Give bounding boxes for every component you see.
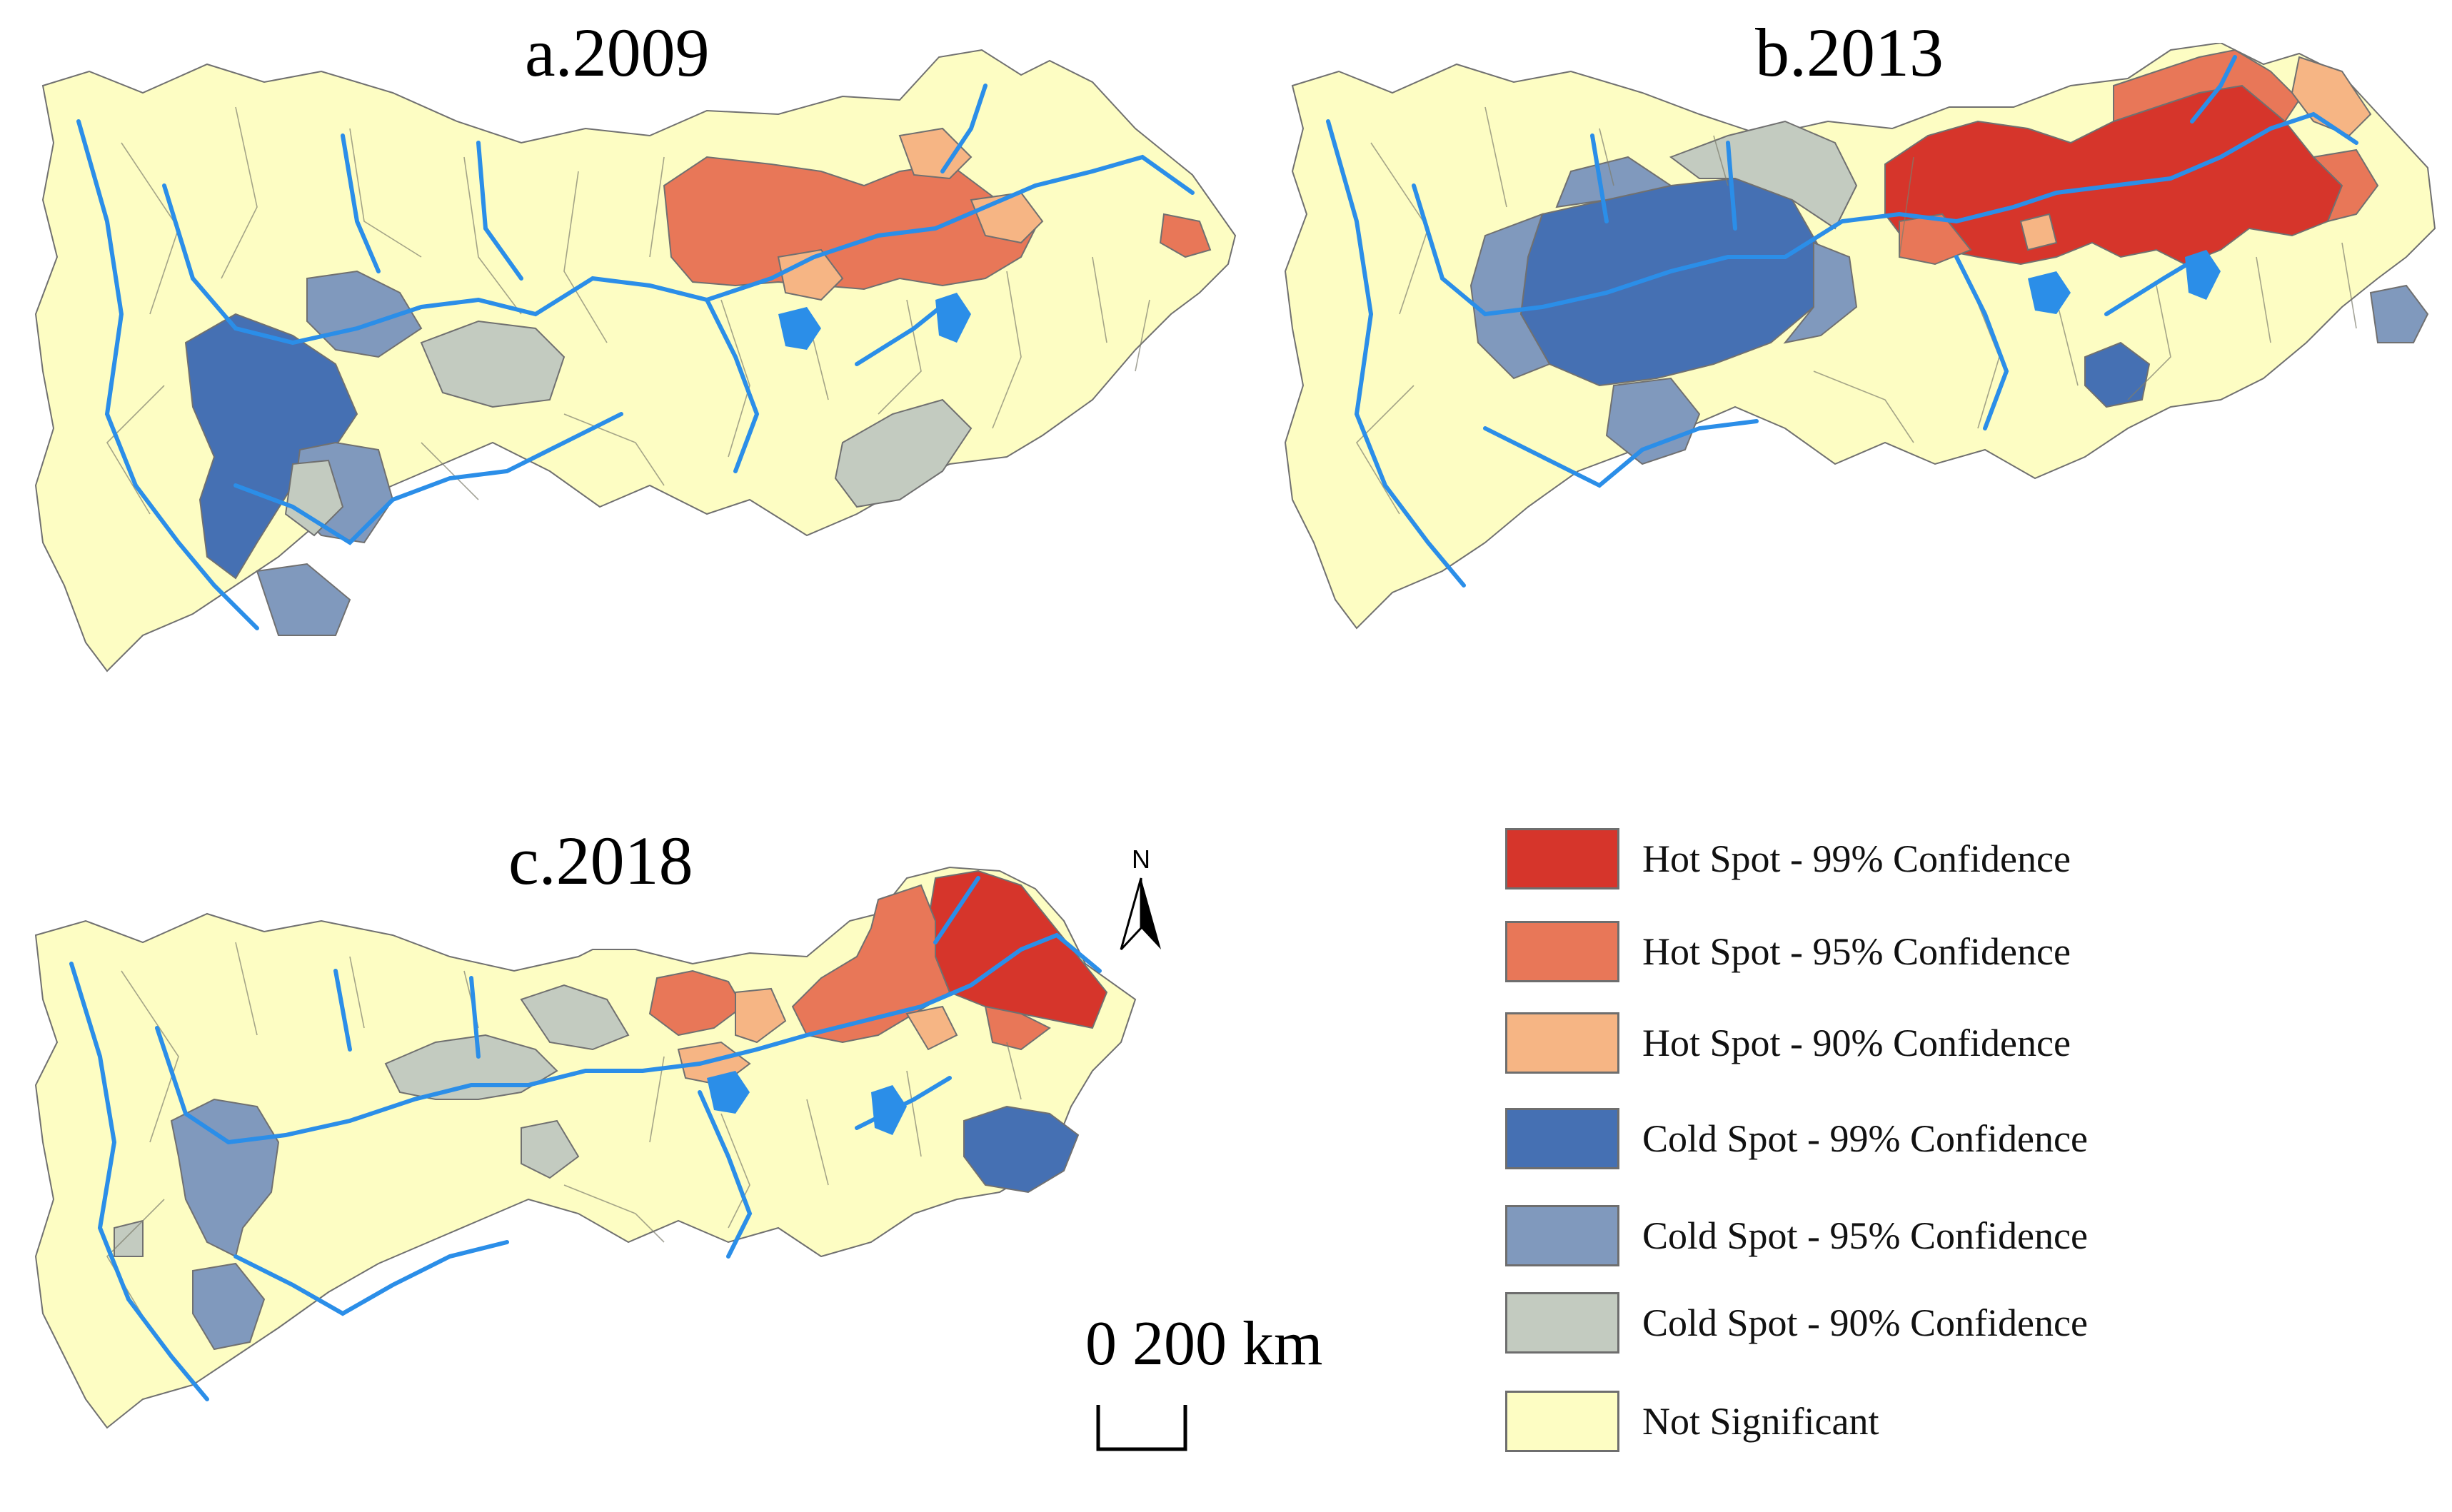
hot-spot-95-cluster <box>648 884 1051 1051</box>
cold-spot-90-cluster <box>284 320 973 537</box>
legend-swatch-hot-99 <box>1505 828 1619 889</box>
hot-spot-95-cluster <box>1899 49 2379 266</box>
lake-poyang <box>935 293 971 343</box>
lake-dongting <box>2028 271 2071 314</box>
hot-spot-95-east <box>1159 213 1212 258</box>
legend-label-hot-90: Hot Spot - 90% Confidence <box>1642 1022 2071 1064</box>
lake-dongting <box>707 1071 750 1114</box>
legend-label-hot-95: Hot Spot - 95% Confidence <box>1642 930 2071 973</box>
legend-label-not-significant: Not Significant <box>1642 1400 1879 1443</box>
map-2009 <box>34 49 1237 672</box>
lake-poyang <box>2185 250 2221 300</box>
legend-swatch-cold-99 <box>1505 1108 1619 1169</box>
legend-swatch-not-significant <box>1505 1391 1619 1452</box>
scale-bar-label: 0 200 km <box>1085 1309 1323 1379</box>
legend-swatch-cold-95 <box>1505 1205 1619 1266</box>
legend-swatch-cold-90 <box>1505 1292 1619 1354</box>
rivers <box>76 84 1195 630</box>
map-2013 <box>1284 43 2436 630</box>
north-arrow-label: N <box>1132 845 1150 874</box>
legend-label-cold-95: Cold Spot - 95% Confidence <box>1642 1214 2088 1257</box>
cold-spot-95-cluster <box>170 1098 280 1351</box>
legend-label-hot-99: Hot Spot - 99% Confidence <box>1642 837 2071 880</box>
hot-spot-99-cluster <box>1884 84 2343 266</box>
legend-label-cold-90: Cold Spot - 90% Confidence <box>1642 1301 2088 1344</box>
map-title-2009: a.2009 <box>525 14 710 91</box>
legend-swatch-hot-90 <box>1505 1012 1619 1074</box>
lake-dongting <box>778 307 821 350</box>
legend-label-cold-99: Cold Spot - 99% Confidence <box>1642 1117 2088 1160</box>
cold-spot-95-cluster <box>1469 156 2429 465</box>
lake-poyang <box>871 1085 907 1135</box>
legend-swatch-hot-95 <box>1505 921 1619 982</box>
north-arrow-icon <box>1141 878 1161 949</box>
map-2018 <box>34 866 1137 1429</box>
cold-spot-99-cluster <box>963 1105 1080 1194</box>
scale-bar <box>1096 1405 1187 1451</box>
map-title-2018: c.2018 <box>508 822 693 899</box>
region-outline <box>34 49 1237 672</box>
map-title-2013: b.2013 <box>1755 14 1944 91</box>
north-arrow: N <box>1120 845 1161 951</box>
